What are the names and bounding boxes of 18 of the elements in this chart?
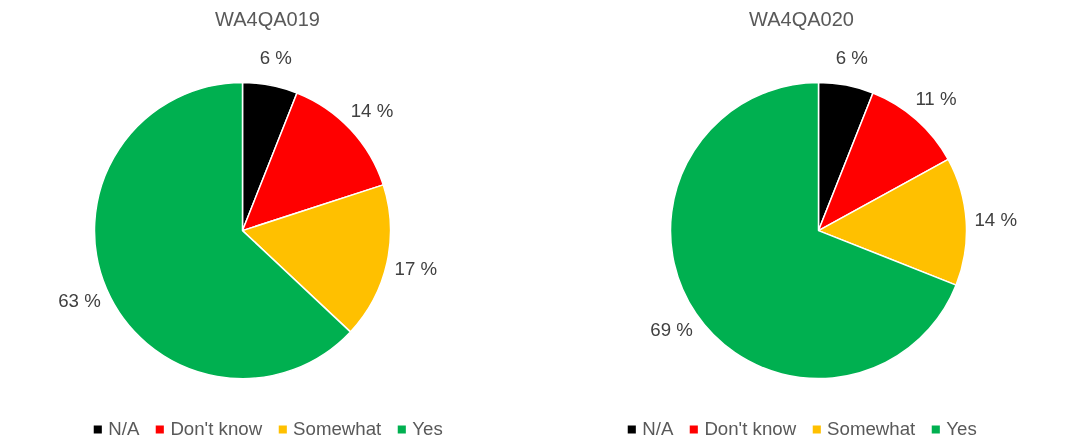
legend-label: Don't know [170,418,263,440]
legend-label: N/A [108,418,140,440]
data-label: 6 % [259,47,292,69]
legend-label: Yes [412,418,443,440]
legend-label: Somewhat [827,418,916,440]
data-label: 6 % [835,47,868,69]
data-label: 11 % [915,88,957,110]
legend-label: Yes [946,418,977,440]
legend-label: Somewhat [293,418,382,440]
legend-label: N/A [642,418,674,440]
chart-title: WA4QA019 [215,7,320,30]
data-label: 14 % [350,99,394,121]
chart-title: WA4QA020 [749,7,854,30]
data-label: 63 % [58,289,101,311]
data-label: 14 % [974,209,1018,231]
data-label: 17 % [394,258,438,280]
data-label: 69 % [650,318,693,340]
legend-label: Don't know [704,418,797,440]
